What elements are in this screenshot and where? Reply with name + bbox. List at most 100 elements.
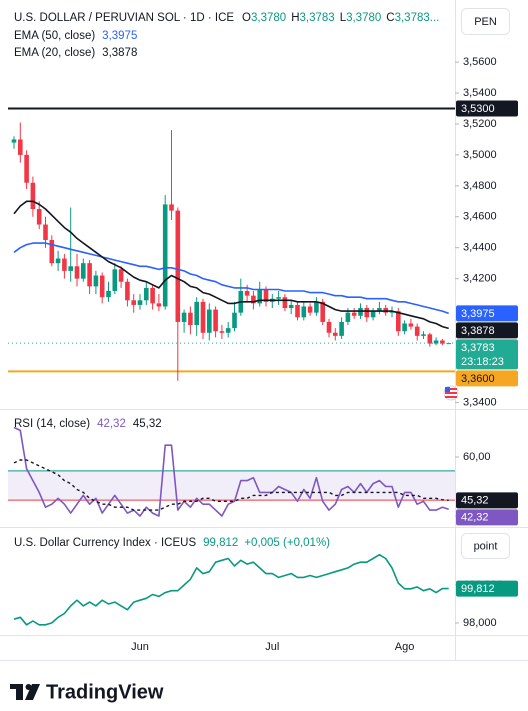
y-tick-label: 3,4800 bbox=[463, 180, 497, 192]
candle-body bbox=[276, 297, 281, 299]
candle-body bbox=[427, 334, 433, 344]
price-tag-label: 3,5300 bbox=[461, 103, 495, 115]
candle-body bbox=[244, 291, 250, 296]
unit-label[interactable]: point bbox=[474, 540, 498, 552]
series-line bbox=[13, 200, 449, 330]
rsi-ma-value: 45,32 bbox=[133, 418, 162, 430]
y-tick-label: 98,000 bbox=[463, 617, 497, 629]
series-line bbox=[13, 242, 449, 315]
ohlc-value: 3,3783 bbox=[300, 12, 335, 24]
x-tick-label: Jul bbox=[265, 641, 279, 653]
candle-body bbox=[213, 309, 218, 332]
candle-body bbox=[219, 331, 225, 333]
candle-body bbox=[74, 266, 80, 279]
ohlc-label: H bbox=[291, 12, 299, 24]
candle-body bbox=[307, 306, 313, 313]
price-tag bbox=[456, 580, 518, 597]
candle-body bbox=[396, 311, 401, 332]
series-line bbox=[13, 426, 449, 517]
y-tick-label: 60,00 bbox=[463, 451, 491, 463]
ohlc-value: 3,3780 bbox=[251, 12, 286, 24]
candle-body bbox=[125, 281, 130, 301]
flag-canton bbox=[445, 387, 450, 392]
pane: 3,5600 3,5400 3,5200 3,5000 3,4800 3,4600 3,44… bbox=[8, 56, 518, 408]
candle-body bbox=[326, 321, 332, 333]
candle-body bbox=[333, 332, 338, 336]
ema-legend: EMA (20, close) 3,3878 bbox=[14, 47, 137, 59]
candle-body bbox=[68, 266, 73, 271]
candle-body bbox=[175, 210, 181, 322]
dxy-value: 99,812 bbox=[203, 537, 238, 549]
dxy-change: +0,005 (+0,01%) bbox=[244, 537, 330, 549]
price-tag-label: 3,3600 bbox=[461, 373, 495, 385]
series-line bbox=[13, 553, 449, 626]
candle-body bbox=[36, 209, 42, 225]
y-tick-label: 3,5600 bbox=[463, 56, 497, 68]
candle-body bbox=[24, 154, 29, 183]
candle-body bbox=[232, 312, 237, 329]
y-tick-label: 3,4600 bbox=[463, 211, 497, 223]
price-tag-label: 3,3783 bbox=[461, 342, 495, 354]
candle-body bbox=[162, 204, 168, 307]
symbol-legend: U.S. DOLLAR / PERUVIAN SOL · 1D · ICE O3,… bbox=[14, 12, 439, 24]
price-tag bbox=[456, 339, 518, 370]
candle-body bbox=[118, 269, 124, 282]
band-fill bbox=[8, 470, 455, 501]
candle-body bbox=[263, 289, 269, 302]
candle-body bbox=[225, 328, 231, 333]
candle-body bbox=[421, 334, 426, 336]
candle-body bbox=[351, 312, 357, 316]
candle-body bbox=[150, 287, 155, 304]
y-tick-label: 3,5200 bbox=[463, 118, 497, 130]
candle-body bbox=[194, 301, 199, 326]
y-tick-label: 3,4400 bbox=[463, 242, 497, 254]
price-tag bbox=[456, 370, 518, 387]
candle-body bbox=[131, 300, 136, 305]
candle-body bbox=[440, 340, 445, 344]
flag-stripe bbox=[445, 396, 457, 398]
y-tick-label: 3,5000 bbox=[463, 149, 497, 161]
brand-name: TradingView bbox=[46, 681, 164, 703]
candle-body bbox=[137, 300, 143, 305]
candle-body bbox=[320, 301, 325, 322]
ema-value: 3,3975 bbox=[102, 30, 137, 42]
price-tag-label: 45,32 bbox=[461, 495, 489, 507]
currency-button[interactable] bbox=[461, 8, 510, 35]
price-tag bbox=[456, 322, 518, 339]
price-tag bbox=[456, 509, 518, 526]
candle-body bbox=[339, 321, 344, 336]
price-tag-label: 99,812 bbox=[461, 583, 495, 595]
logo-stem bbox=[16, 684, 23, 700]
candle-body bbox=[295, 304, 300, 318]
logo bbox=[10, 684, 40, 700]
candle-body bbox=[364, 308, 370, 318]
candle-body bbox=[144, 287, 149, 301]
dxy-legend: U.S. Dollar Currency Index · ICEUS 99,812… bbox=[14, 537, 330, 549]
ohlc-value: 3,3780 bbox=[346, 12, 381, 24]
series-line bbox=[13, 459, 449, 511]
candle-body bbox=[112, 269, 118, 292]
flag-stripe bbox=[445, 392, 457, 394]
ema-name: EMA (50, close) bbox=[14, 30, 95, 42]
currency-label[interactable]: PEN bbox=[474, 16, 497, 28]
price-tag bbox=[456, 492, 518, 509]
logo-dot bbox=[25, 684, 32, 690]
ohlc-value: 3,3783... bbox=[395, 12, 440, 24]
candle-body bbox=[55, 258, 61, 264]
candle-body bbox=[207, 309, 212, 333]
price-tag-label: 3,3878 bbox=[461, 325, 495, 337]
candle-body bbox=[156, 303, 162, 307]
price-tag bbox=[456, 305, 518, 322]
candle-body bbox=[18, 139, 23, 155]
flag-icon bbox=[443, 385, 459, 401]
candle-body bbox=[345, 312, 351, 322]
unit-button[interactable] bbox=[461, 533, 510, 559]
ohlc-label: C bbox=[386, 12, 394, 24]
candle-body bbox=[402, 323, 407, 332]
flag-stripe bbox=[445, 388, 457, 390]
candle-body bbox=[377, 308, 382, 312]
candle-body bbox=[370, 311, 376, 318]
price-tag-label: 3,3975 bbox=[461, 308, 495, 320]
